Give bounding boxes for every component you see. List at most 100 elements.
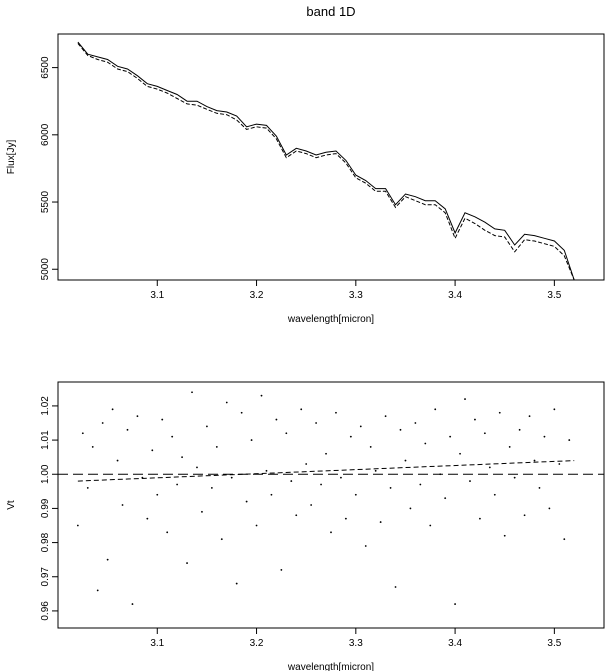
scatter-point	[96, 589, 99, 592]
scatter-point	[176, 483, 179, 486]
scatter-point	[464, 398, 466, 400]
scatter-point	[508, 446, 511, 448]
scatter-point	[558, 463, 561, 465]
scatter-point	[86, 487, 89, 489]
scatter-point	[459, 452, 461, 455]
scatter-point	[389, 487, 392, 489]
scatter-point	[230, 476, 233, 479]
scatter-point	[111, 408, 114, 411]
scatter-point	[369, 446, 372, 448]
scatter-point	[493, 493, 496, 496]
scatter-point	[528, 415, 531, 418]
plot-frame	[57, 33, 605, 281]
fit-line	[77, 460, 575, 482]
scatter-point	[444, 497, 447, 500]
scatter-point	[196, 466, 198, 469]
scatter-point	[399, 428, 402, 431]
scatter-point	[335, 411, 337, 414]
scatter-point	[201, 510, 203, 513]
scatter-point	[310, 504, 313, 506]
y-axis-label: Vt	[6, 500, 17, 510]
scatter-point	[394, 586, 397, 588]
scatter-point	[315, 422, 318, 424]
scatter-point	[513, 476, 516, 479]
y-tick-label: 1.00	[40, 464, 51, 484]
scatter-point	[91, 446, 94, 448]
scatter-point	[563, 538, 566, 541]
scatter-point	[518, 428, 521, 431]
x-tick-label: 3.5	[547, 638, 561, 649]
series-line-solid	[77, 41, 575, 281]
scatter-point	[290, 480, 293, 482]
scatter-point	[419, 483, 422, 486]
x-tick-label: 3.4	[448, 290, 462, 301]
scatter-point	[538, 487, 541, 489]
scatter-point	[483, 432, 486, 435]
scatter-point	[76, 524, 79, 527]
scatter-point	[126, 428, 129, 431]
scatter-point	[568, 439, 571, 441]
scatter-point	[275, 418, 278, 421]
scatter-point	[285, 432, 288, 435]
scatter-point	[305, 463, 308, 465]
scatter-point	[439, 473, 442, 476]
scatter-point	[131, 603, 134, 605]
scatter-point	[424, 442, 427, 445]
scatter-point	[161, 418, 164, 421]
scatter-point	[320, 483, 322, 486]
y-tick-label: 1.01	[40, 430, 51, 450]
scatter-point	[548, 507, 551, 510]
y-tick-label: 0.97	[40, 567, 51, 587]
scatter-point	[454, 603, 456, 605]
scatter-point	[235, 582, 238, 585]
scatter-point	[245, 500, 248, 503]
scatter-point	[330, 531, 332, 534]
scatter-point	[300, 408, 303, 411]
scatter-point	[349, 435, 352, 438]
x-tick-label: 3.1	[150, 638, 164, 649]
scatter-point	[106, 558, 109, 561]
x-axis-label: wavelength[micron]	[287, 314, 374, 325]
scatter-point	[101, 422, 104, 424]
scatter-point	[141, 476, 144, 479]
scatter-point	[250, 439, 253, 441]
scatter-point	[280, 569, 283, 571]
y-tick-label: 5000	[40, 258, 51, 281]
y-axis-label: Flux[Jy]	[6, 140, 17, 175]
scatter-point	[449, 435, 452, 438]
scatter-point	[523, 514, 526, 517]
scatter-point	[409, 507, 412, 510]
series-line-dashed	[77, 43, 575, 281]
y-tick-label: 0.99	[40, 498, 51, 518]
y-tick-label: 5500	[40, 190, 51, 213]
scatter-point	[488, 466, 491, 469]
scatter-point	[404, 459, 407, 462]
scatter-point	[374, 469, 377, 472]
scatter-point	[186, 562, 188, 564]
scatter-point	[171, 435, 174, 438]
scatter-point	[553, 408, 556, 411]
x-tick-label: 3.1	[150, 290, 164, 301]
plot-frame	[57, 381, 605, 629]
scatter-point	[414, 422, 417, 424]
scatter-point	[474, 418, 476, 421]
x-tick-label: 3.5	[547, 290, 561, 301]
y-tick-label: 1.02	[40, 396, 51, 416]
scatter-point	[325, 452, 327, 455]
chart-title: band 1D	[306, 4, 355, 19]
scatter-point	[379, 521, 382, 523]
x-tick-label: 3.3	[349, 638, 363, 649]
x-tick-label: 3.2	[250, 290, 264, 301]
scatter-point	[364, 545, 367, 547]
scatter-point	[81, 432, 84, 435]
scatter-point	[429, 524, 432, 527]
scatter-point	[255, 524, 258, 527]
scatter-point	[220, 538, 223, 541]
scatter-point	[215, 446, 218, 448]
y-tick-label: 6500	[40, 56, 51, 79]
scatter-point	[151, 449, 154, 452]
x-axis-label: wavelength[micron]	[287, 662, 374, 671]
scatter-point	[166, 531, 169, 534]
scatter-point	[116, 459, 119, 462]
scatter-point	[479, 517, 481, 520]
